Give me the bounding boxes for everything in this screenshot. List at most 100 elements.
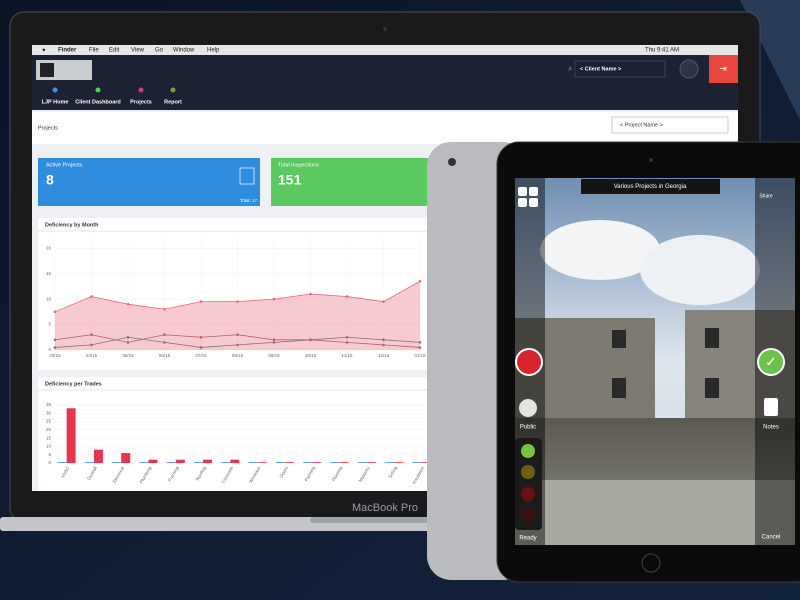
point	[309, 292, 312, 296]
x-tick-label: 01/16	[414, 353, 426, 358]
bar	[84, 462, 94, 463]
bar	[203, 459, 213, 463]
bar	[121, 453, 131, 463]
banner	[581, 179, 720, 194]
x-tick-label: Siding	[387, 465, 398, 479]
grid-cell	[518, 198, 527, 207]
cloud	[540, 220, 660, 280]
bar	[221, 462, 231, 463]
window	[705, 328, 719, 348]
point	[418, 341, 422, 344]
window	[612, 378, 626, 398]
client-select-text: < Client Name >	[580, 66, 621, 72]
notes-button[interactable]	[764, 398, 778, 416]
rotate-button[interactable]	[515, 348, 543, 376]
nav-item[interactable]: Client Dashboard	[75, 99, 121, 105]
point	[236, 333, 239, 337]
x-tick-label: 11/15	[342, 353, 353, 358]
logout-button[interactable]	[709, 55, 738, 83]
nav-icon	[52, 87, 58, 93]
card	[38, 158, 260, 206]
tablet-rear-camera	[448, 158, 456, 166]
y-tick-label: 10	[46, 296, 52, 301]
bar	[230, 459, 240, 463]
home-button[interactable]	[641, 553, 661, 573]
menu-item[interactable]: Window	[173, 48, 195, 54]
x-tick-label: 10/15	[305, 353, 317, 358]
x-tick-label: Drywall	[86, 466, 98, 481]
card-icon	[239, 167, 255, 185]
menu-app[interactable]: Finder	[58, 48, 77, 54]
public-label: Public	[520, 425, 536, 431]
y-tick-label: 5	[48, 322, 51, 327]
status-light	[515, 438, 542, 530]
status-alert[interactable]	[521, 508, 535, 522]
point	[163, 307, 166, 311]
status-red[interactable]	[521, 487, 535, 501]
lock-button[interactable]	[519, 399, 537, 417]
ready-label: Ready	[519, 536, 536, 542]
menu-item[interactable]: Go	[155, 48, 164, 54]
menu-item[interactable]: Edit	[109, 48, 120, 54]
point	[126, 335, 130, 339]
point	[199, 300, 203, 303]
point	[53, 346, 57, 349]
point	[90, 295, 93, 298]
y-tick-label: 15	[46, 271, 52, 276]
x-tick-label: 12/15	[378, 353, 390, 358]
y-tick-label: 25	[46, 419, 52, 424]
nav-item[interactable]: LJP Home	[42, 99, 69, 105]
chart-title: Deficiency per Trades	[45, 381, 102, 387]
status-yellow[interactable]	[521, 465, 535, 479]
clock: Thu 9:41 AM	[645, 48, 679, 54]
y-tick-label: 20	[46, 245, 52, 250]
point	[418, 279, 422, 283]
bar	[248, 462, 258, 463]
confirm-button[interactable]	[757, 348, 785, 376]
laptop-label: MacBook Pro	[352, 502, 418, 514]
menu-item[interactable]: View	[131, 48, 145, 54]
menu-item[interactable]: Help	[207, 48, 220, 54]
bar	[339, 462, 349, 463]
bar	[330, 462, 340, 463]
line-chart: 0 5 10 15 20 03/15 04/15 05/15 06/15 07/15 08/15 09…	[46, 238, 426, 358]
apple-menu[interactable]: ●	[42, 48, 46, 54]
card-value: 151	[278, 172, 302, 188]
laptop-notch	[310, 517, 460, 523]
nav-icon	[95, 87, 101, 93]
search-icon[interactable]: ⌕	[568, 64, 572, 73]
card-title: Active Projects	[46, 162, 83, 168]
y-tick-label: 30	[46, 410, 52, 415]
status-green[interactable]	[521, 444, 535, 458]
bar	[357, 462, 367, 463]
bar	[394, 462, 404, 463]
nav-item[interactable]: Report	[164, 99, 182, 105]
tablet-camera	[649, 158, 653, 162]
road	[515, 480, 795, 545]
grid-button[interactable]	[518, 187, 538, 207]
grid-cell	[518, 187, 527, 196]
y-tick-label: 20	[46, 427, 52, 432]
project-select[interactable]	[611, 116, 729, 134]
point	[272, 341, 276, 344]
grid-cell	[529, 198, 538, 207]
card-value: 8	[46, 172, 54, 188]
point	[382, 343, 385, 347]
project-select-text: < Project Name >	[620, 122, 663, 128]
grid-cell	[529, 187, 538, 196]
share-label[interactable]: Share	[759, 193, 773, 199]
logout-icon: ⇥	[719, 63, 727, 73]
y-tick-label: 5	[48, 452, 51, 457]
chart-title: Deficiency by Month	[45, 222, 99, 228]
x-tick-label: 03/15	[49, 353, 61, 358]
menu-item[interactable]: File	[89, 48, 99, 54]
client-select[interactable]	[574, 60, 666, 78]
avatar[interactable]	[679, 59, 699, 79]
point	[345, 335, 349, 339]
cancel-label[interactable]: Cancel	[762, 535, 781, 541]
nav-item[interactable]: Projects	[130, 99, 152, 105]
point	[236, 343, 239, 347]
point	[272, 338, 276, 342]
